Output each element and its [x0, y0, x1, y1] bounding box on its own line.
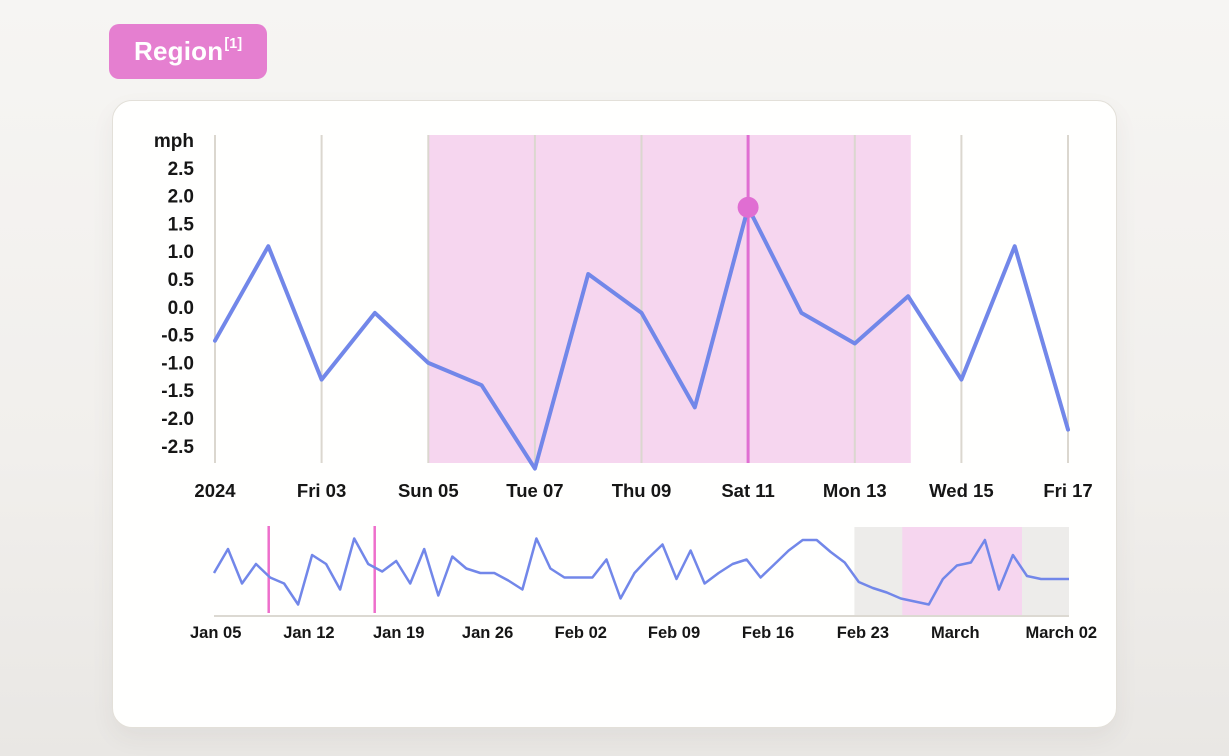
outlier-marker-dot[interactable] — [737, 196, 759, 218]
overview-tick-label: March — [931, 624, 980, 642]
x-axis-tick-label: Thu 09 — [612, 480, 672, 501]
overview-tick-label: Feb 23 — [837, 624, 889, 642]
overview-line-series — [212, 537, 1069, 606]
overview-tick-label: Jan 19 — [373, 624, 424, 642]
x-axis-tick-label: Tue 07 — [506, 480, 563, 501]
x-axis-tick-label: Fri 03 — [297, 480, 346, 501]
chart-card: mph 2.5 2.0 1.5 1.0 0.5 0.0 -0.5 -1.0 -1.5 -2.0 -2.… — [112, 100, 1117, 728]
overview-tick-label: Feb 16 — [742, 624, 794, 642]
region-chip[interactable]: Region [1] — [109, 24, 268, 79]
y-axis-tick-label: 2.5 — [168, 159, 195, 180]
x-axis-tick-label: 2024 — [194, 480, 236, 501]
overview-tick-label: Jan 26 — [462, 624, 513, 642]
overview-tick-label: Jan 05 — [190, 624, 241, 642]
x-axis-tick-label: Sun 05 — [398, 480, 459, 501]
overview-tick-label: Feb 09 — [648, 624, 700, 642]
overview-tick-label: March 02 — [1026, 624, 1098, 642]
x-axis-tick-label: Wed 15 — [929, 480, 993, 501]
y-axis-tick-label: 1.0 — [168, 242, 194, 263]
y-axis-tick-label: -2.0 — [161, 409, 194, 430]
region-chip-label: Region — [134, 36, 224, 66]
region-chip-superscript: [1] — [224, 35, 243, 52]
y-axis-tick-label: -0.5 — [161, 326, 194, 347]
x-axis-tick-label: Sat 11 — [721, 480, 775, 501]
overview-tick-label: Jan 12 — [283, 624, 334, 642]
y-axis-tick-label: 1.5 — [168, 214, 195, 235]
charts-canvas[interactable]: mph 2.5 2.0 1.5 1.0 0.5 0.0 -0.5 -1.0 -1.5 -2.0 -2.… — [113, 101, 1118, 729]
y-axis-tick-label: -2.5 — [161, 437, 194, 458]
focus-chart[interactable]: mph 2.5 2.0 1.5 1.0 0.5 0.0 -0.5 -1.0 -1.5 -2.0 -2.… — [154, 131, 1093, 501]
overview-chart[interactable]: Jan 05 Jan 12 Jan 19 Jan 26 Feb 02 Feb 09 Feb … — [190, 526, 1097, 642]
overview-tick-label: Feb 02 — [555, 624, 607, 642]
focus-line-series — [213, 205, 1070, 471]
x-axis-tick-label: Mon 13 — [823, 480, 887, 501]
highlight-region — [428, 135, 911, 463]
y-axis-tick-label: 0.5 — [168, 270, 195, 291]
y-axis-tick-label: -1.0 — [161, 353, 194, 374]
y-axis-unit-label: mph — [154, 131, 194, 152]
x-axis-tick-label: Fri 17 — [1043, 480, 1092, 501]
y-axis-tick-label: -1.5 — [161, 381, 194, 402]
y-axis-tick-label: 0.0 — [168, 298, 194, 319]
y-axis-tick-label: 2.0 — [168, 187, 194, 208]
